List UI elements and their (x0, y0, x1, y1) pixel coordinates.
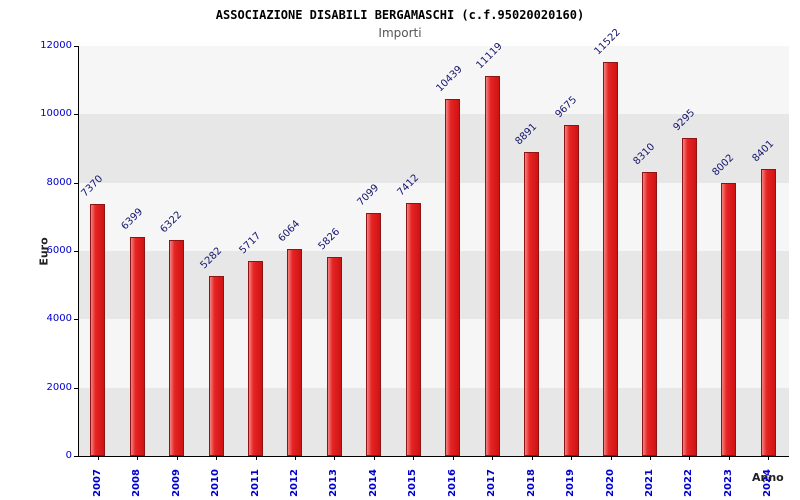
bar (642, 172, 658, 456)
x-axis-tick-mark (137, 457, 139, 460)
bar (603, 62, 618, 456)
x-axis-tick-mark (768, 457, 770, 460)
y-axis-tick-mark (74, 182, 78, 184)
plot-area (78, 46, 789, 457)
x-axis-tick-mark (97, 457, 99, 460)
bar (129, 237, 145, 456)
bar (760, 168, 776, 456)
x-axis-tick-label: 2015 (407, 469, 419, 497)
y-axis-tick-label: 2000 (46, 381, 72, 393)
y-axis-tick-mark (74, 114, 78, 116)
x-axis-tick-mark (413, 457, 415, 460)
x-axis-tick-label: 2012 (288, 469, 300, 497)
y-axis-tick-label: 12000 (40, 40, 72, 51)
y-axis-tick-label: 0 (65, 450, 72, 461)
x-axis-title: Anno (752, 471, 784, 484)
bar (524, 152, 540, 456)
x-axis-tick-label: 2018 (525, 469, 537, 497)
x-axis-tick-label: 2021 (643, 469, 655, 497)
x-axis-tick-label: 2014 (367, 469, 379, 497)
x-axis-tick-mark (492, 457, 494, 460)
y-axis-tick-label: 8000 (46, 176, 72, 188)
y-axis-tick-mark (74, 456, 78, 457)
x-axis-tick-label: 2022 (683, 469, 695, 497)
x-axis-tick-mark (571, 457, 573, 460)
bar (721, 182, 737, 456)
plot-band (79, 319, 789, 388)
x-axis-tick-label: 2017 (486, 469, 498, 497)
plot-band (79, 46, 789, 115)
bar (681, 138, 697, 456)
x-axis-tick-mark (176, 457, 178, 460)
plot-band (79, 251, 789, 320)
plot-band (79, 182, 789, 251)
bar (90, 204, 106, 456)
x-axis-tick-mark (255, 457, 257, 460)
plot-band (79, 114, 789, 183)
bar (563, 125, 579, 456)
x-axis-tick-mark (531, 457, 533, 460)
x-axis-tick-label: 2023 (722, 469, 734, 497)
x-axis-tick-mark (216, 457, 218, 460)
x-axis-tick-label: 2024 (762, 469, 774, 497)
x-axis-tick-label: 2013 (328, 469, 340, 497)
x-axis-tick-mark (294, 457, 296, 460)
bar (445, 99, 461, 456)
x-axis-tick-mark (334, 457, 336, 460)
bar (208, 275, 224, 456)
x-axis-tick-mark (649, 457, 651, 460)
x-axis-tick-mark (610, 457, 612, 460)
bar (248, 260, 263, 456)
x-axis-tick-mark (452, 457, 454, 460)
x-axis-tick-label: 2011 (249, 469, 261, 497)
x-axis-tick-label: 2007 (91, 469, 103, 497)
y-axis-tick-mark (74, 319, 78, 321)
y-axis-tick-label: 4000 (46, 313, 72, 325)
x-axis-tick-mark (689, 457, 691, 460)
y-axis-tick-label: 6000 (46, 245, 72, 256)
x-axis-tick-label: 2016 (446, 469, 458, 497)
x-axis-tick-label: 2008 (131, 469, 143, 497)
x-axis-tick-label: 2020 (604, 469, 616, 497)
x-axis-tick-label: 2009 (170, 469, 182, 497)
x-axis-tick-mark (728, 457, 730, 460)
y-axis-tick-mark (74, 251, 78, 252)
y-axis-tick-mark (74, 387, 78, 389)
bar (169, 239, 185, 456)
chart-subtitle: Importi (378, 26, 422, 40)
y-axis-tick-label: 10000 (40, 108, 72, 120)
bar (326, 256, 342, 456)
x-axis-tick-label: 2010 (210, 469, 222, 497)
bar (366, 213, 382, 456)
plot-band (79, 387, 789, 456)
x-axis-tick-label: 2019 (565, 469, 577, 497)
bar (287, 248, 303, 456)
bar (484, 76, 500, 456)
x-axis-tick-mark (373, 457, 375, 460)
bar (405, 202, 421, 456)
y-axis-tick-mark (74, 46, 78, 47)
chart-title: ASSOCIAZIONE DISABILI BERGAMASCHI (c.f.9… (215, 8, 585, 22)
